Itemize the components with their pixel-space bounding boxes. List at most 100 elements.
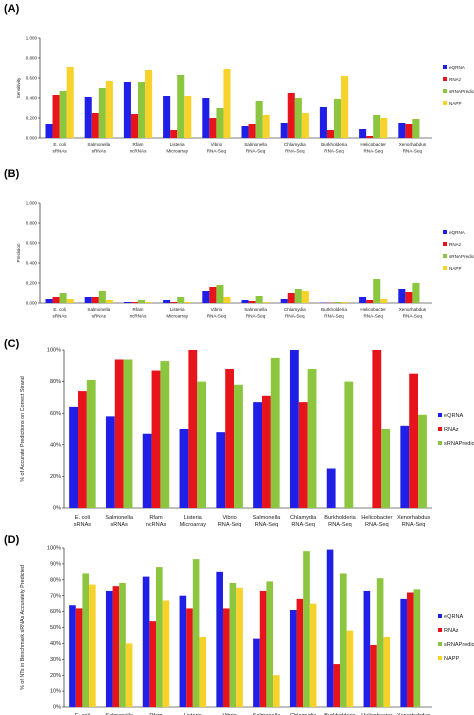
bar-eqrna-0	[69, 605, 76, 707]
y-tick-label: 80%	[50, 379, 61, 385]
bar-srnapredict-2	[156, 567, 163, 707]
bar-rnaz-7	[333, 664, 340, 707]
bar-napp-7	[341, 76, 349, 138]
panel-letter: (A)	[4, 3, 20, 15]
bar-srnapredict-6	[294, 98, 302, 138]
y-tick-label: 20%	[50, 474, 61, 480]
panel-letter: (D)	[4, 534, 20, 546]
bar-eqrna-3	[163, 300, 171, 303]
bar-napp-6	[301, 113, 309, 138]
bar-eqrna-2	[123, 82, 131, 138]
bar-napp-4	[223, 69, 231, 138]
y-axis-label: % of Accurate Predictions on Correct Str…	[20, 376, 26, 481]
bar-napp-5	[262, 302, 270, 303]
bar-srnapredict-7	[340, 573, 347, 707]
legend-swatch-srnapredict	[443, 254, 447, 258]
legend-swatch-srnapredict	[438, 642, 442, 646]
legend-swatch-eqrna	[438, 614, 442, 618]
bar-eqrna-7	[319, 107, 327, 138]
y-tick-label: 0.200	[26, 281, 38, 286]
bar-eqrna-9	[400, 598, 407, 707]
bar-srnapredict-3	[192, 559, 200, 707]
bar-eqrna-5	[253, 638, 260, 707]
y-tick-label: 20%	[50, 673, 61, 679]
bar-eqrna-3	[163, 96, 171, 138]
y-tick-label: 90%	[50, 562, 61, 568]
bar-srnapredict-7	[334, 302, 342, 303]
legend-swatch-rnaz	[438, 628, 442, 632]
bar-srnapredict-8	[373, 115, 381, 138]
y-tick-label: 0.800	[26, 221, 38, 226]
bar-rnaz-5	[248, 124, 256, 138]
bar-napp-8	[380, 299, 388, 303]
bar-srnapredict-6	[294, 289, 302, 303]
panel-letter: (C)	[4, 338, 20, 350]
bar-srnapredict-9	[413, 589, 421, 707]
legend-swatch-napp	[443, 266, 447, 270]
chart-panel-c: (C) 0% 20% 40% 60% 80% 100% % of Accurate Predi…	[4, 338, 474, 528]
bar-rnaz-4	[222, 608, 230, 707]
bar-rnaz-0	[52, 297, 60, 303]
legend-swatch-srnapredict	[438, 441, 442, 445]
bar-srnapredict-2	[138, 82, 146, 138]
legend-label: RNAz	[449, 242, 462, 247]
bar-rnaz-4	[225, 368, 235, 508]
y-tick-label: 70%	[50, 593, 61, 599]
bar-eqrna-6	[280, 299, 288, 303]
bar-rnaz-8	[370, 644, 377, 707]
bar-eqrna-4	[202, 291, 210, 303]
bar-srnapredict-7	[334, 99, 342, 138]
bar-eqrna-5	[253, 402, 262, 508]
bar-rnaz-2	[149, 621, 156, 707]
bar-srnapredict-2	[138, 300, 146, 303]
bar-napp-8	[380, 118, 388, 138]
y-tick-label: 0.600	[26, 241, 38, 246]
y-tick-label: 80%	[50, 577, 61, 583]
bar-rnaz-5	[261, 395, 271, 508]
bar-rnaz-1	[114, 359, 124, 508]
bar-eqrna-6	[289, 610, 297, 707]
bar-rnaz-5	[248, 301, 256, 303]
bar-eqrna-2	[123, 302, 131, 303]
bar-rnaz-6	[287, 93, 295, 138]
bar-rnaz-3	[186, 608, 193, 707]
legend-label: sRNAPredict	[449, 89, 474, 94]
y-tick-label: 60%	[50, 411, 61, 417]
legend-label: NAPP	[449, 266, 462, 271]
bar-napp-2	[145, 70, 153, 138]
bar-srnapredict-5	[255, 296, 263, 303]
bar-napp-2	[145, 302, 153, 303]
bar-napp-0	[89, 584, 96, 707]
bar-srnapredict-0	[59, 293, 67, 303]
bar-eqrna-6	[280, 123, 288, 138]
bar-eqrna-2	[142, 576, 150, 707]
bar-rnaz-6	[287, 293, 295, 303]
bar-eqrna-7	[326, 468, 336, 508]
legend-swatch-rnaz	[438, 427, 442, 431]
legend-swatch-eqrna	[443, 230, 447, 234]
bar-napp-0	[66, 67, 74, 138]
bar-srnapredict-4	[234, 384, 243, 508]
legend-label: sRNAPredicti	[444, 642, 474, 648]
bar-eqrna-1	[105, 416, 115, 508]
bar-srnapredict-8	[373, 279, 381, 303]
